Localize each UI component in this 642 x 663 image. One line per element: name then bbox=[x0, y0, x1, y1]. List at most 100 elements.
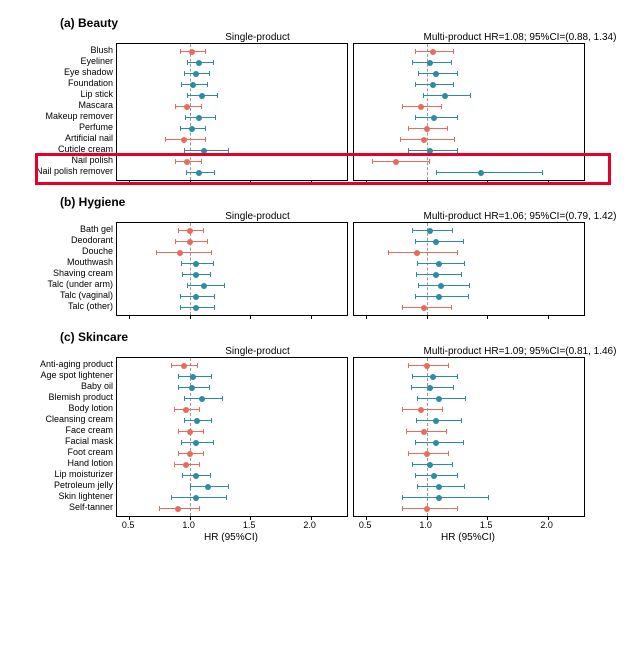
point-estimate bbox=[436, 495, 442, 501]
point-estimate bbox=[427, 148, 433, 154]
plots-pair: Bath gelDeodorantDoucheMouthwashShaving … bbox=[10, 222, 642, 316]
ci-cap bbox=[159, 506, 160, 511]
forest-row bbox=[354, 145, 584, 156]
ci-cap bbox=[417, 261, 418, 266]
tick-label: 0.5 bbox=[122, 520, 135, 530]
forest-row bbox=[117, 258, 347, 269]
tick-mark bbox=[487, 180, 488, 184]
point-estimate bbox=[424, 363, 430, 369]
ci-cap bbox=[417, 396, 418, 401]
point-estimate bbox=[427, 462, 433, 468]
ci-cap bbox=[448, 363, 449, 368]
ci-cap bbox=[411, 385, 412, 390]
ci-cap bbox=[447, 126, 448, 131]
ci-cap bbox=[203, 429, 204, 434]
row-label: Hand lotion bbox=[10, 458, 116, 469]
point-estimate bbox=[184, 104, 190, 110]
ci-cap bbox=[156, 250, 157, 255]
point-estimate bbox=[436, 294, 442, 300]
subtitle-row: Single-productMulti-product HR=1.08; 95%… bbox=[10, 32, 642, 43]
forest-row bbox=[354, 79, 584, 90]
row-label: Blemish product bbox=[10, 392, 116, 403]
ci-cap bbox=[205, 49, 206, 54]
ci-cap bbox=[461, 418, 462, 423]
forest-row bbox=[354, 371, 584, 382]
point-estimate bbox=[427, 385, 433, 391]
x-tick-labels: 0.51.01.52.0 bbox=[353, 517, 583, 530]
forest-row bbox=[354, 258, 584, 269]
point-estimate bbox=[393, 159, 399, 165]
tick-mark bbox=[311, 180, 312, 184]
ci-cap bbox=[457, 473, 458, 478]
ci-cap bbox=[415, 239, 416, 244]
row-label: Eyeliner bbox=[10, 56, 116, 67]
ci-cap bbox=[217, 93, 218, 98]
point-estimate bbox=[196, 115, 202, 121]
point-estimate bbox=[201, 148, 207, 154]
row-label: Lip stick bbox=[10, 89, 116, 100]
forest-row bbox=[354, 503, 584, 514]
point-estimate bbox=[193, 305, 199, 311]
ci-cap bbox=[171, 495, 172, 500]
ci-cap bbox=[412, 374, 413, 379]
ci-cap bbox=[451, 60, 452, 65]
tick-label: 2.0 bbox=[303, 520, 316, 530]
point-estimate bbox=[433, 418, 439, 424]
panel-title: (a) Beauty bbox=[60, 16, 642, 30]
point-estimate bbox=[436, 396, 442, 402]
forest-row bbox=[117, 448, 347, 459]
ci-line bbox=[402, 497, 488, 498]
ci-cap bbox=[463, 239, 464, 244]
tick-mark bbox=[427, 180, 428, 184]
ci-cap bbox=[184, 71, 185, 76]
forest-row bbox=[354, 57, 584, 68]
point-estimate bbox=[193, 272, 199, 278]
row-label: Petroleum jelly bbox=[10, 480, 116, 491]
ci-cap bbox=[457, 506, 458, 511]
panel-title: (b) Hygiene bbox=[60, 195, 642, 209]
ci-cap bbox=[465, 396, 466, 401]
forest-row bbox=[117, 393, 347, 404]
forest-row bbox=[117, 46, 347, 57]
row-label: Cleansing cream bbox=[10, 414, 116, 425]
ci-cap bbox=[205, 126, 206, 131]
ci-cap bbox=[457, 374, 458, 379]
tick-mark bbox=[129, 315, 130, 319]
tick-mark bbox=[548, 315, 549, 319]
ci-cap bbox=[180, 49, 181, 54]
panel-skincare: (c) SkincareSingle-productMulti-product … bbox=[10, 330, 642, 543]
ci-cap bbox=[415, 473, 416, 478]
ci-cap bbox=[224, 283, 225, 288]
forest-row bbox=[354, 470, 584, 481]
forest-row bbox=[117, 437, 347, 448]
row-label: Shaving cream bbox=[10, 268, 116, 279]
forest-row bbox=[354, 404, 584, 415]
subtitle-right: Multi-product HR=1.06; 95%CI=(0.79, 1.42… bbox=[405, 211, 635, 222]
ci-line bbox=[436, 172, 541, 173]
ci-cap bbox=[408, 451, 409, 456]
ci-cap bbox=[174, 462, 175, 467]
row-label: Talc (other) bbox=[10, 301, 116, 312]
row-label: Body lotion bbox=[10, 403, 116, 414]
plots-pair: Anti-aging productAge spot lightenerBaby… bbox=[10, 357, 642, 517]
ci-cap bbox=[184, 148, 185, 153]
ci-cap bbox=[213, 60, 214, 65]
ci-cap bbox=[400, 137, 401, 142]
subtitle-right: Multi-product HR=1.08; 95%CI=(0.88, 1.34… bbox=[405, 32, 635, 43]
row-labels-column: BlushEyelinerEye shadowFoundationLip sti… bbox=[10, 43, 116, 181]
ci-cap bbox=[190, 484, 191, 489]
forest-row bbox=[117, 459, 347, 470]
ci-line bbox=[402, 508, 456, 509]
tick-mark bbox=[190, 180, 191, 184]
ci-cap bbox=[180, 126, 181, 131]
ci-cap bbox=[203, 228, 204, 233]
row-label: Talc (under arm) bbox=[10, 279, 116, 290]
forest-row bbox=[117, 481, 347, 492]
ci-cap bbox=[178, 374, 179, 379]
ci-cap bbox=[180, 305, 181, 310]
point-estimate bbox=[187, 429, 193, 435]
ci-cap bbox=[446, 429, 447, 434]
subtitle-right: Multi-product HR=1.09; 95%CI=(0.81, 1.46… bbox=[405, 346, 635, 357]
point-estimate bbox=[478, 170, 484, 176]
ci-cap bbox=[415, 49, 416, 54]
